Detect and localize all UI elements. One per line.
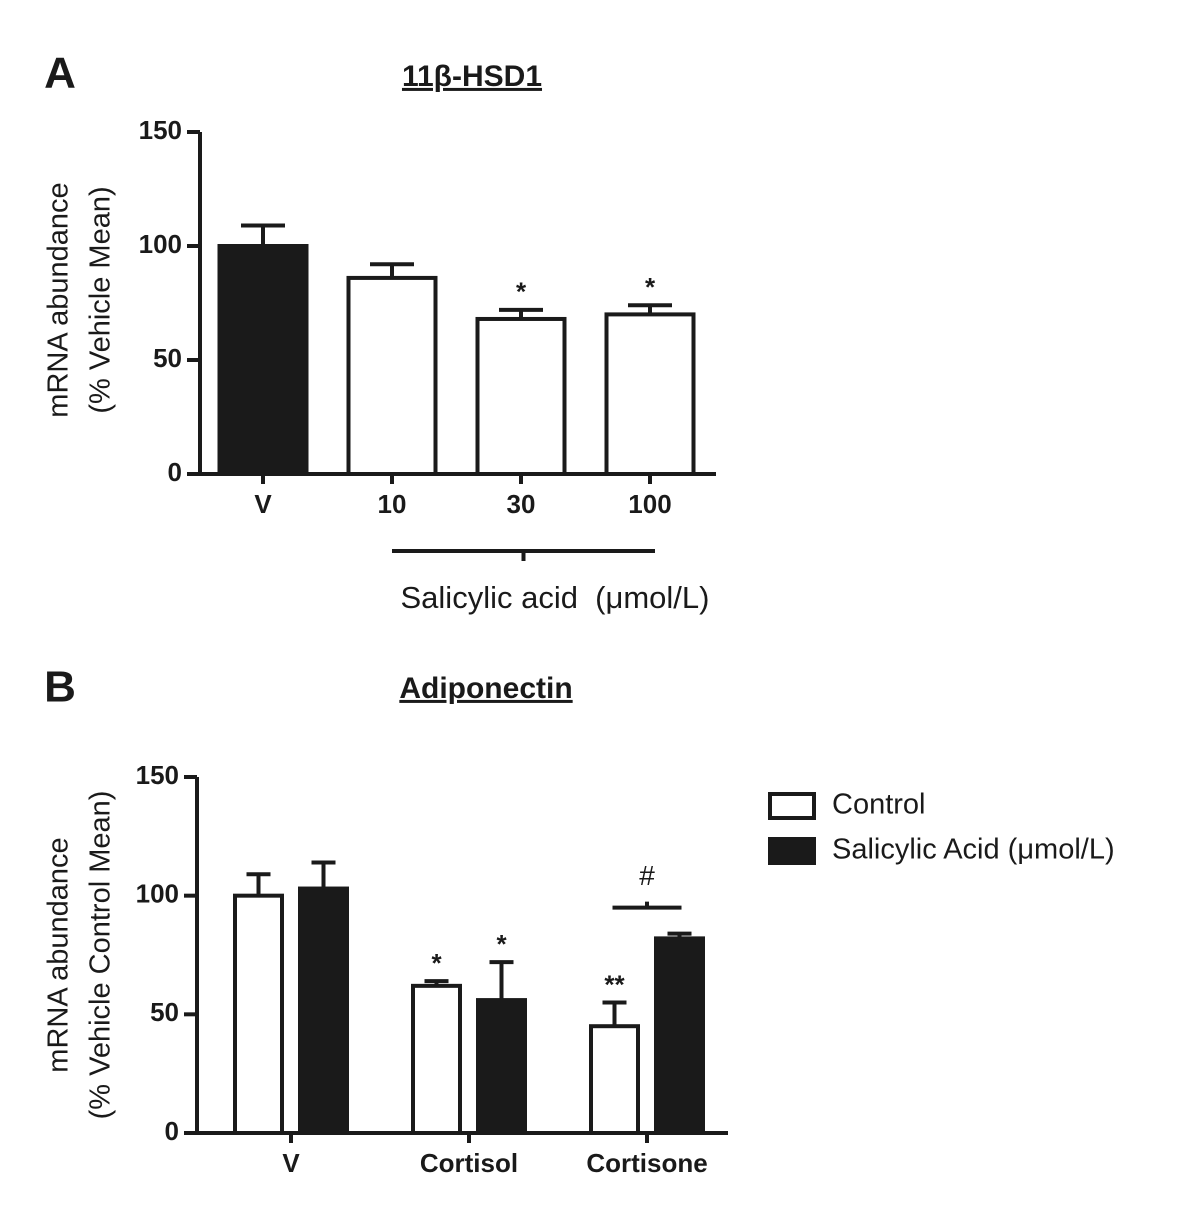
x-tick-label: Cortisone — [586, 1148, 707, 1178]
significance-mark: * — [645, 272, 656, 302]
y-axis-label: (% Vehicle Control Mean) — [85, 791, 117, 1120]
bar — [589, 1024, 640, 1135]
y-axis-label: (% Vehicle Mean) — [85, 186, 117, 413]
error-bar — [246, 872, 271, 896]
error-bar — [311, 860, 336, 889]
y-tick-label: 150 — [136, 760, 179, 790]
y-tick-label: 150 — [139, 115, 182, 145]
x-tick-label: V — [282, 1148, 300, 1178]
x-tick-label: Cortisol — [420, 1148, 518, 1178]
y-tick-label: 50 — [153, 343, 182, 373]
error-bar — [370, 262, 414, 278]
bar — [233, 893, 284, 1136]
x-tick-label: 100 — [628, 489, 671, 519]
y-tick-label: 100 — [139, 229, 182, 259]
panel-label: A — [44, 49, 76, 98]
bar — [217, 244, 309, 476]
panel-label: B — [44, 663, 76, 712]
comparison-mark: # — [639, 860, 655, 891]
x-tick-label: V — [254, 489, 272, 519]
x-axis-label: Salicylic acid (μmol/L) — [401, 580, 710, 615]
error-bar — [241, 223, 285, 246]
y-axis-label: mRNA abundance — [43, 182, 75, 417]
legend-entry: Salicylic Acid (μmol/L) — [768, 834, 1115, 866]
error-bar — [489, 960, 514, 1001]
legend-label: Salicylic Acid (μmol/L) — [832, 834, 1115, 866]
bar — [654, 936, 705, 1135]
chart-title: Adiponectin — [399, 672, 572, 705]
y-tick-label: 0 — [168, 457, 182, 487]
x-tick-label: 30 — [507, 489, 536, 519]
y-tick-label: 50 — [150, 997, 179, 1027]
significance-mark: ** — [604, 969, 625, 999]
significance-mark: * — [431, 948, 442, 978]
y-tick-label: 100 — [136, 879, 179, 909]
bar — [476, 998, 527, 1135]
error-bar — [602, 1000, 627, 1027]
legend-swatch — [768, 837, 816, 865]
bar — [411, 983, 462, 1135]
bar — [346, 275, 438, 477]
bar — [475, 316, 567, 476]
bar — [604, 312, 696, 476]
bar — [298, 886, 349, 1136]
y-tick-label: 0 — [165, 1116, 179, 1146]
legend-entry: Control — [768, 789, 926, 821]
significance-mark: * — [516, 277, 527, 307]
x-tick-label: 10 — [378, 489, 407, 519]
chart-title: 11β-HSD1 — [402, 60, 542, 93]
legend-swatch — [768, 792, 816, 820]
significance-mark: * — [496, 929, 507, 959]
y-axis-label: mRNA abundance — [43, 837, 75, 1072]
legend-label: Control — [832, 789, 926, 821]
